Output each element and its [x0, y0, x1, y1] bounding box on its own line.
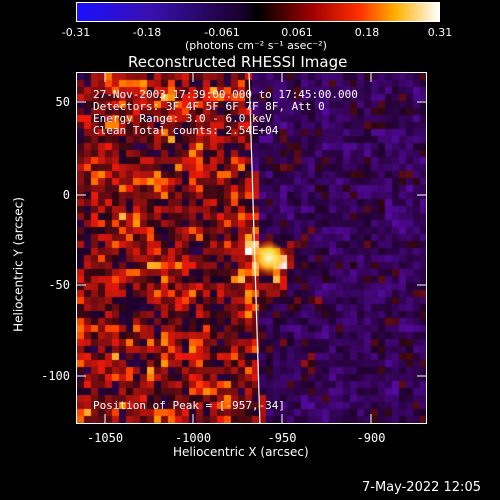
y-tick-label: 50 [56, 95, 70, 109]
x-tick-label: -900 [357, 431, 386, 445]
colorbar-tick-label: -0.061 [204, 26, 240, 39]
rhessi-image [77, 73, 426, 423]
x-axis-label: Heliocentric X (arcsec) [173, 445, 309, 459]
colorbar [76, 2, 440, 22]
colorbar-tick-label: -0.18 [132, 26, 162, 39]
info-line-1: 27-Nov-2003 17:39:00.000 to 17:45:00.000 [93, 88, 358, 101]
colorbar-tick-label: -0.31 [61, 26, 91, 39]
x-tick-label: -950 [268, 431, 297, 445]
info-line-3: Energy Range: 3.0 - 6.0 keV [93, 112, 272, 125]
solar-limb-line [248, 73, 261, 423]
y-axis-label: Heliocentric Y (arcsec) [11, 197, 26, 332]
peak-position-text: Position of Peak = [-957,-34] [93, 399, 286, 412]
plot-title: Reconstructed RHESSI Image [128, 53, 348, 71]
image-plot: 27-Nov-2003 17:39:00.000 to 17:45:00.000… [76, 72, 427, 424]
colorbar-tick-label: 0.31 [427, 26, 453, 39]
info-line-4: Clean Total counts: 2.54E+04 [93, 124, 279, 137]
info-line-2: Detectors: 3F 4F 5F 6F 7F 8F, Att 0 [93, 100, 325, 113]
x-tick-label: -1000 [175, 431, 211, 445]
footer-date: 7-May-2022 12:05 [362, 480, 481, 495]
y-tick-label: 0 [63, 188, 70, 202]
colorbar-tick-label: 0.18 [354, 26, 380, 39]
x-tick-label: -1050 [87, 431, 123, 445]
colorbar-units: (photons cm⁻² s⁻¹ asec⁻²) [185, 39, 327, 52]
y-tick-label: -100 [41, 369, 70, 383]
colorbar-tick-label: 0.061 [281, 26, 313, 39]
y-tick-label: -50 [48, 278, 70, 292]
